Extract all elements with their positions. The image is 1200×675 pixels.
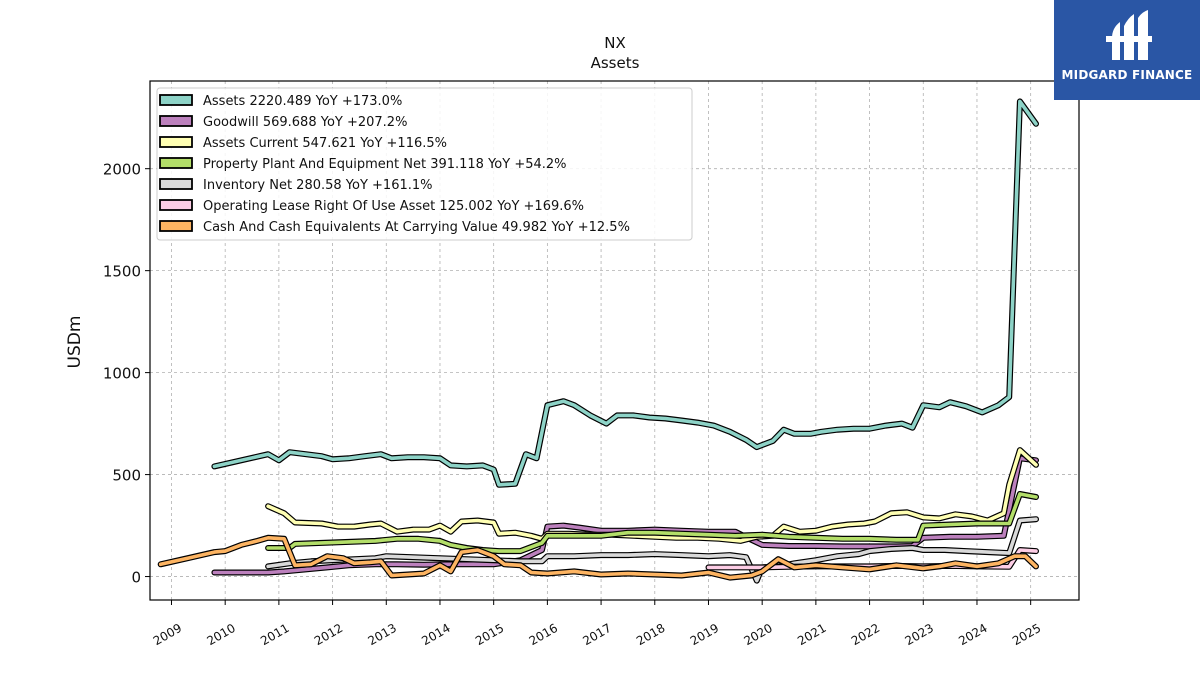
series-line-property-plant-and-equipment-net [266,492,1038,553]
legend-label: Operating Lease Right Of Use Asset 125.0… [203,199,584,214]
x-tick-label: 2013 [366,621,399,648]
x-tick-label: 2011 [258,621,291,648]
legend-frame [156,87,693,241]
plot-frame [149,80,1080,601]
legend-swatch [159,178,193,190]
y-axis-label: USDm [65,316,85,369]
x-tick-label: 2019 [688,621,721,648]
x-tick-label: 2025 [1010,621,1043,648]
x-tick-label: 2017 [580,621,613,648]
legend-label: Assets Current 547.621 YoY +116.5% [203,136,447,151]
legend-swatch [159,199,193,211]
x-tick-label: 2018 [634,621,667,648]
y-tick-label: 500 [112,467,141,485]
y-tick-label: 2000 [103,161,141,179]
series-line-assets-current [266,448,1038,543]
legend-swatch [159,136,193,148]
brand-mark-icon [1106,10,1152,60]
y-tick-label: 1500 [103,263,141,281]
series-line-cash-and-cash-equivalents-at-carrying-value [158,535,1038,580]
legend-swatch [159,115,193,127]
x-tick-label: 2021 [795,621,828,648]
x-tick-label: 2024 [956,621,989,648]
legend-label: Inventory Net 280.58 YoY +161.1% [203,178,433,193]
series-line-assets [212,99,1038,487]
y-axis: 0 500 1000 1500 2000 [103,161,150,587]
x-tick-label: 2023 [903,621,936,648]
legend-swatch [159,220,193,232]
legend-label: Goodwill 569.688 YoY +207.2% [203,115,407,130]
legend-label: Cash And Cash Equivalents At Carrying Va… [203,220,630,235]
legend-label: Assets 2220.489 YoY +173.0% [203,94,402,109]
brand-name: MIDGARD FINANCE [1061,68,1193,82]
brand-logo: MIDGARD FINANCE [1054,0,1200,100]
x-tick-label: 2009 [151,621,184,648]
legend: Assets 2220.489 YoY +173.0% Goodwill 569.… [156,87,693,241]
chart-title: NX [604,34,626,52]
x-tick-label: 2014 [419,621,452,648]
x-tick-label: 2022 [849,621,882,648]
y-tick-label: 1000 [103,365,141,383]
x-tick-label: 2012 [312,621,345,648]
x-tick-label: 2015 [473,621,506,648]
y-tick-label: 0 [131,569,141,587]
series-lines [157,98,1039,584]
x-tick-label: 2010 [204,621,237,648]
legend-swatch [159,94,193,106]
chart-subtitle: Assets [591,54,640,72]
x-axis: 2009 2010 2011 2012 2013 2014 2015 2016 2017 2018… [151,600,1043,648]
legend-label: Property Plant And Equipment Net 391.118… [203,157,567,172]
x-tick-label: 2020 [741,621,774,648]
series-line-inventory-net [266,517,1038,583]
legend-swatch [159,157,193,169]
x-tick-label: 2016 [527,621,560,648]
